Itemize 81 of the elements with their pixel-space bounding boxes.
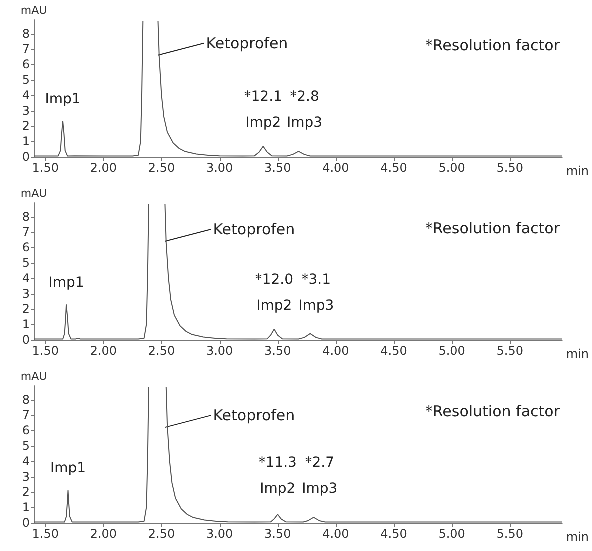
y-tick-label: 2 — [22, 485, 30, 500]
y-tick-label: 7 — [22, 42, 30, 56]
y-axis-title: mAU — [20, 370, 48, 383]
y-axis-title: mAU — [20, 187, 48, 200]
x-tick-label: 4.00 — [322, 161, 350, 175]
y-tick-label: 8 — [22, 26, 30, 41]
x-tick-label: 5.00 — [438, 527, 466, 541]
x-tick-label: 2.50 — [148, 161, 176, 175]
annotation: Imp2 — [246, 115, 282, 131]
annotation: *Resolution factor — [425, 220, 561, 238]
x-tick-label: 3.50 — [264, 527, 292, 541]
y-tick-label: 4 — [22, 88, 30, 102]
annotation: *11.3 — [258, 455, 297, 471]
y-tick-label: 1 — [22, 134, 30, 149]
y-tick-label: 8 — [22, 210, 30, 224]
x-tick-label: 3.00 — [206, 527, 234, 541]
y-tick-label: 4 — [22, 271, 30, 286]
annotation: Imp2 — [256, 298, 292, 314]
annotation: Ketoprofen — [213, 220, 296, 238]
x-tick-label: 5.00 — [438, 344, 466, 358]
annotation: *2.8 — [290, 89, 320, 105]
x-tick-label: 1.50 — [32, 527, 59, 541]
x-tick-label: 4.00 — [322, 527, 350, 541]
y-tick-label: 7 — [22, 225, 30, 240]
annotation: *12.0 — [255, 272, 294, 288]
x-tick-label: 5.50 — [496, 527, 524, 541]
y-tick-label: 7 — [22, 408, 30, 422]
y-tick-label: 1 — [22, 500, 30, 515]
x-tick-label: 4.50 — [380, 527, 408, 541]
x-axis-title: min — [566, 530, 590, 544]
x-tick-label: 5.50 — [496, 161, 524, 175]
annotation: *2.7 — [305, 455, 334, 471]
annotation: Imp3 — [302, 481, 338, 497]
y-axis-title: mAU — [20, 4, 48, 17]
x-tick-label: 4.50 — [380, 344, 408, 358]
y-tick-label: 4 — [22, 454, 30, 468]
y-tick-label: 6 — [22, 58, 30, 72]
x-tick-label: 5.00 — [438, 161, 466, 175]
x-tick-label: 4.50 — [380, 161, 408, 175]
x-tick-label: 2.00 — [90, 344, 118, 358]
annotation: Imp3 — [286, 115, 323, 131]
annotation: Imp1 — [45, 92, 81, 108]
y-tick-label: 2 — [22, 119, 30, 134]
annotation: *3.1 — [302, 272, 332, 288]
y-tick-label: 0 — [22, 516, 30, 530]
x-tick-label: 2.00 — [90, 161, 118, 175]
annotation: Imp1 — [50, 460, 86, 477]
x-tick-label: 2.50 — [148, 527, 176, 541]
y-tick-label: 0 — [22, 333, 30, 347]
y-tick-label: 6 — [22, 240, 30, 255]
annotation: Ketoprofen — [213, 406, 296, 425]
y-tick-label: 2 — [22, 302, 30, 316]
annotation: Imp2 — [260, 481, 296, 497]
y-tick-label: 0 — [22, 150, 30, 164]
y-tick-label: 5 — [22, 73, 30, 88]
x-tick-label: 3.50 — [264, 161, 292, 175]
annotation: Ketoprofen — [206, 34, 288, 52]
annotation: Imp1 — [48, 275, 84, 292]
x-tick-label: 1.50 — [32, 161, 59, 175]
y-tick-label: 3 — [22, 470, 30, 484]
y-tick-label: 3 — [22, 286, 30, 301]
x-tick-label: 5.50 — [496, 344, 524, 358]
annotation: *Resolution factor — [425, 402, 561, 420]
annotation: *Resolution factor — [425, 36, 561, 54]
x-tick-label: 2.00 — [90, 527, 118, 541]
x-axis-title: min — [566, 164, 590, 178]
annotation: Imp3 — [298, 298, 334, 314]
y-tick-label: 1 — [22, 318, 30, 332]
x-tick-label: 3.50 — [264, 344, 292, 358]
x-tick-label: 2.50 — [148, 344, 176, 358]
annotation: *12.1 — [244, 89, 282, 105]
x-tick-label: 1.50 — [32, 344, 59, 358]
x-tick-label: 3.00 — [206, 161, 234, 175]
x-axis-title: min — [566, 347, 590, 361]
y-tick-label: 3 — [22, 104, 30, 118]
y-tick-label: 5 — [22, 256, 30, 270]
x-tick-label: 3.00 — [206, 344, 234, 358]
y-tick-label: 8 — [22, 392, 30, 407]
y-tick-label: 6 — [22, 424, 30, 438]
y-tick-label: 5 — [22, 439, 30, 454]
x-tick-label: 4.00 — [322, 344, 350, 358]
